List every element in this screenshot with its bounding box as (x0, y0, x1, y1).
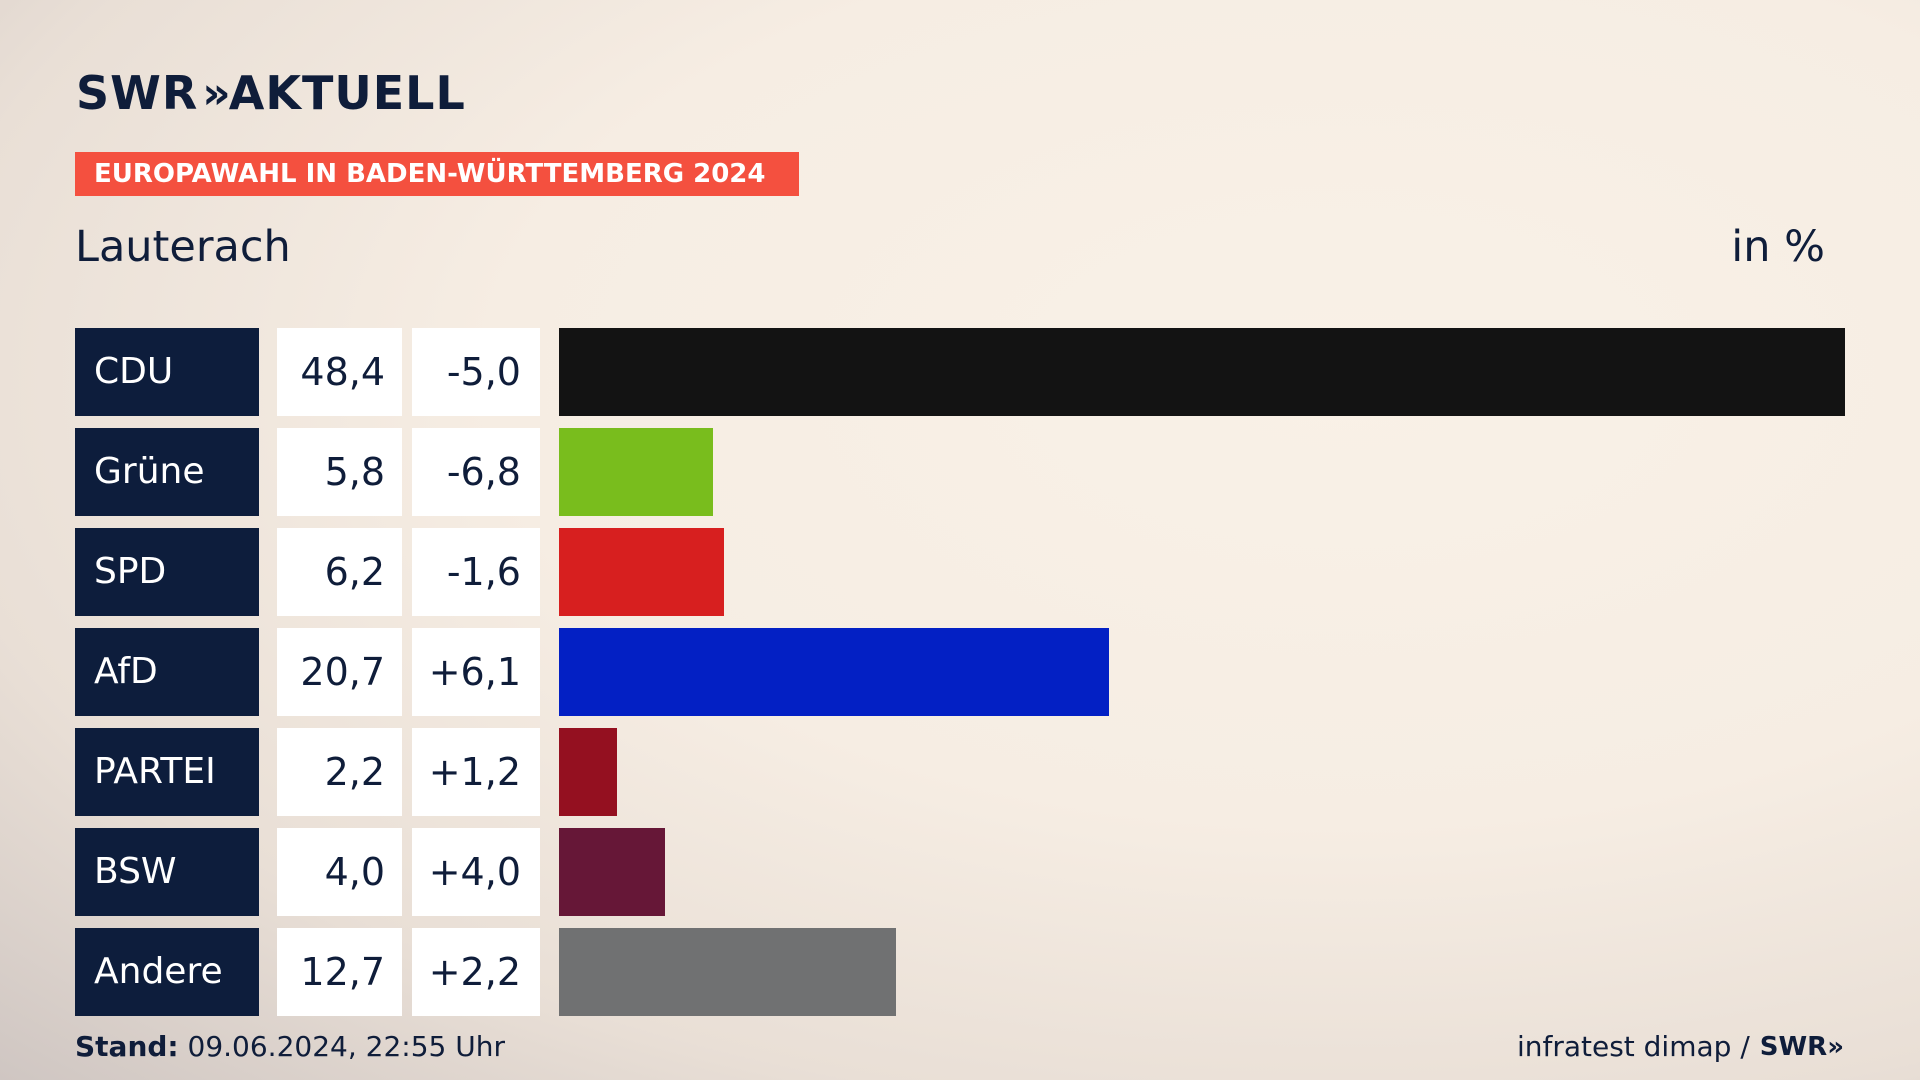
result-row: SPD 6,2 -1,6 (0, 528, 1920, 616)
result-row: CDU 48,4 -5,0 (0, 328, 1920, 416)
logo-swr: SWR (76, 66, 199, 120)
result-bar (559, 928, 896, 1016)
result-bar (559, 428, 713, 516)
change-value: -5,0 (412, 328, 540, 416)
stand-value: 09.06.2024, 22:55 Uhr (178, 1030, 505, 1063)
result-row: Grüne 5,8 -6,8 (0, 428, 1920, 516)
party-label: CDU (75, 328, 259, 416)
result-row: Andere 12,7 +2,2 (0, 928, 1920, 1016)
vote-share-value: 5,8 (277, 428, 402, 516)
change-value: +2,2 (412, 928, 540, 1016)
vote-share-value: 48,4 (277, 328, 402, 416)
result-bar (559, 628, 1109, 716)
source-text: infratest dimap / (1516, 1030, 1750, 1063)
unit-label: in % (1731, 222, 1825, 272)
result-row: PARTEI 2,2 +1,2 (0, 728, 1920, 816)
result-bar (559, 328, 1845, 416)
vote-share-value: 20,7 (277, 628, 402, 716)
region-title: Lauterach (75, 222, 291, 272)
party-label: BSW (75, 828, 259, 916)
result-row: AfD 20,7 +6,1 (0, 628, 1920, 716)
change-value: -1,6 (412, 528, 540, 616)
source-brand: SWR» (1759, 1031, 1844, 1062)
source-credit: infratest dimap / SWR» (1517, 1030, 1844, 1063)
vote-share-value: 2,2 (277, 728, 402, 816)
vote-share-value: 4,0 (277, 828, 402, 916)
change-value: +1,2 (412, 728, 540, 816)
party-label: SPD (75, 528, 259, 616)
party-label: Grüne (75, 428, 259, 516)
party-label: Andere (75, 928, 259, 1016)
change-value: -6,8 (412, 428, 540, 516)
result-bar (559, 528, 724, 616)
result-bar (559, 728, 617, 816)
vote-share-value: 12,7 (277, 928, 402, 1016)
swr-aktuell-logo: SWR » AKTUELL (76, 66, 466, 120)
timestamp: Stand: 09.06.2024, 22:55 Uhr (75, 1030, 505, 1063)
stand-label: Stand: (75, 1030, 179, 1063)
change-value: +4,0 (412, 828, 540, 916)
vote-share-value: 6,2 (277, 528, 402, 616)
result-row: BSW 4,0 +4,0 (0, 828, 1920, 916)
logo-aktuell: AKTUELL (228, 66, 466, 120)
party-label: PARTEI (75, 728, 259, 816)
change-value: +6,1 (412, 628, 540, 716)
result-bar (559, 828, 665, 916)
election-banner: EUROPAWAHL IN BADEN-WÜRTTEMBERG 2024 (75, 152, 799, 196)
logo-chevron-icon: » (202, 67, 231, 119)
party-label: AfD (75, 628, 259, 716)
